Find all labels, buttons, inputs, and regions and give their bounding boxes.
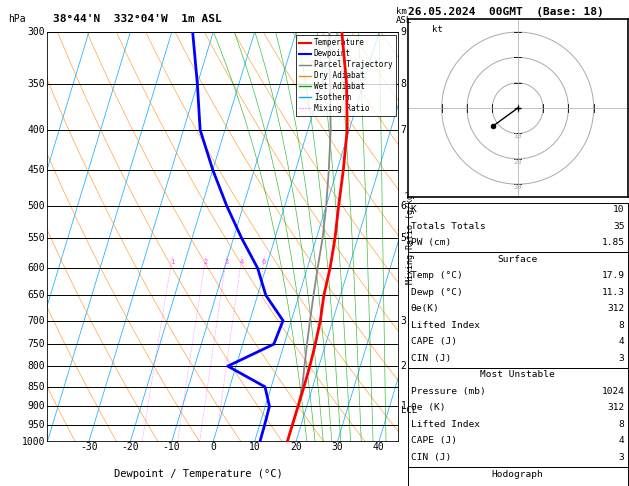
Legend: Temperature, Dewpoint, Parcel Trajectory, Dry Adiabat, Wet Adiabat, Isotherm, Mi: Temperature, Dewpoint, Parcel Trajectory… — [296, 35, 396, 116]
Text: 1: 1 — [401, 401, 406, 411]
Text: 450: 450 — [28, 165, 45, 175]
Text: 500: 500 — [28, 201, 45, 211]
Text: 26.05.2024  00GMT  (Base: 18): 26.05.2024 00GMT (Base: 18) — [408, 7, 603, 17]
Text: 4: 4 — [240, 260, 243, 265]
Text: 900: 900 — [28, 401, 45, 411]
Text: CAPE (J): CAPE (J) — [411, 337, 457, 347]
Text: Lifted Index: Lifted Index — [411, 420, 480, 429]
Text: Temp (°C): Temp (°C) — [411, 271, 462, 280]
Text: 0: 0 — [210, 442, 216, 451]
Text: ASL: ASL — [396, 16, 413, 25]
Text: Hodograph: Hodograph — [492, 469, 543, 479]
Text: Totals Totals: Totals Totals — [411, 222, 486, 231]
Text: Mixing Ratio (g/kg): Mixing Ratio (g/kg) — [406, 190, 415, 284]
Text: 300: 300 — [28, 27, 45, 36]
Text: 400: 400 — [28, 125, 45, 135]
Text: 1000: 1000 — [21, 437, 45, 447]
Text: Lifted Index: Lifted Index — [411, 321, 480, 330]
Text: CAPE (J): CAPE (J) — [411, 436, 457, 446]
Text: 4: 4 — [619, 436, 625, 446]
Text: 312: 312 — [608, 403, 625, 413]
Text: 11.3: 11.3 — [601, 288, 625, 297]
Text: -10: -10 — [163, 442, 181, 451]
Text: 10: 10 — [613, 205, 625, 214]
Text: 10: 10 — [513, 134, 522, 139]
Text: 3: 3 — [224, 260, 228, 265]
Text: Dewp (°C): Dewp (°C) — [411, 288, 462, 297]
Text: -30: -30 — [80, 442, 97, 451]
Text: CIN (J): CIN (J) — [411, 354, 451, 363]
Text: 17.9: 17.9 — [601, 271, 625, 280]
Text: 700: 700 — [28, 315, 45, 326]
Text: Pressure (mb): Pressure (mb) — [411, 387, 486, 396]
Text: -20: -20 — [121, 442, 139, 451]
Text: K: K — [411, 205, 416, 214]
Text: 40: 40 — [373, 442, 384, 451]
Text: 2: 2 — [401, 361, 406, 371]
Text: 8: 8 — [619, 321, 625, 330]
Text: PW (cm): PW (cm) — [411, 238, 451, 247]
Text: 850: 850 — [28, 382, 45, 392]
Text: 312: 312 — [608, 304, 625, 313]
Text: 1.85: 1.85 — [601, 238, 625, 247]
Text: 600: 600 — [28, 263, 45, 273]
Text: 1024: 1024 — [601, 387, 625, 396]
Text: 800: 800 — [28, 361, 45, 371]
Text: 750: 750 — [28, 339, 45, 349]
Text: 4: 4 — [619, 337, 625, 347]
Text: 8: 8 — [619, 420, 625, 429]
Text: 20: 20 — [513, 159, 522, 165]
Text: kt: kt — [431, 24, 442, 34]
Text: 7: 7 — [401, 125, 406, 135]
Text: 550: 550 — [28, 233, 45, 243]
Text: 20: 20 — [290, 442, 302, 451]
Text: LCL: LCL — [401, 406, 417, 415]
Text: 6: 6 — [262, 260, 266, 265]
Text: θe (K): θe (K) — [411, 403, 445, 413]
Text: 350: 350 — [28, 79, 45, 89]
Text: 10: 10 — [248, 442, 260, 451]
Text: 38°44'N  332°04'W  1m ASL: 38°44'N 332°04'W 1m ASL — [53, 14, 222, 24]
Text: 9: 9 — [401, 27, 406, 36]
Text: 1: 1 — [170, 260, 174, 265]
Text: Surface: Surface — [498, 255, 538, 264]
Text: 30: 30 — [513, 184, 522, 190]
Text: 650: 650 — [28, 290, 45, 300]
Text: θe(K): θe(K) — [411, 304, 440, 313]
Text: 2: 2 — [203, 260, 208, 265]
Text: Dewpoint / Temperature (°C): Dewpoint / Temperature (°C) — [114, 469, 283, 479]
Text: hPa: hPa — [8, 14, 26, 24]
Text: 5: 5 — [401, 233, 406, 243]
Text: 8: 8 — [401, 79, 406, 89]
Text: 3: 3 — [619, 453, 625, 462]
Text: 950: 950 — [28, 420, 45, 430]
Text: km: km — [396, 7, 407, 17]
Text: 6: 6 — [401, 201, 406, 211]
Text: Most Unstable: Most Unstable — [481, 370, 555, 380]
Text: 35: 35 — [613, 222, 625, 231]
Text: 3: 3 — [619, 354, 625, 363]
Text: CIN (J): CIN (J) — [411, 453, 451, 462]
Text: 30: 30 — [331, 442, 343, 451]
Text: 3: 3 — [401, 315, 406, 326]
